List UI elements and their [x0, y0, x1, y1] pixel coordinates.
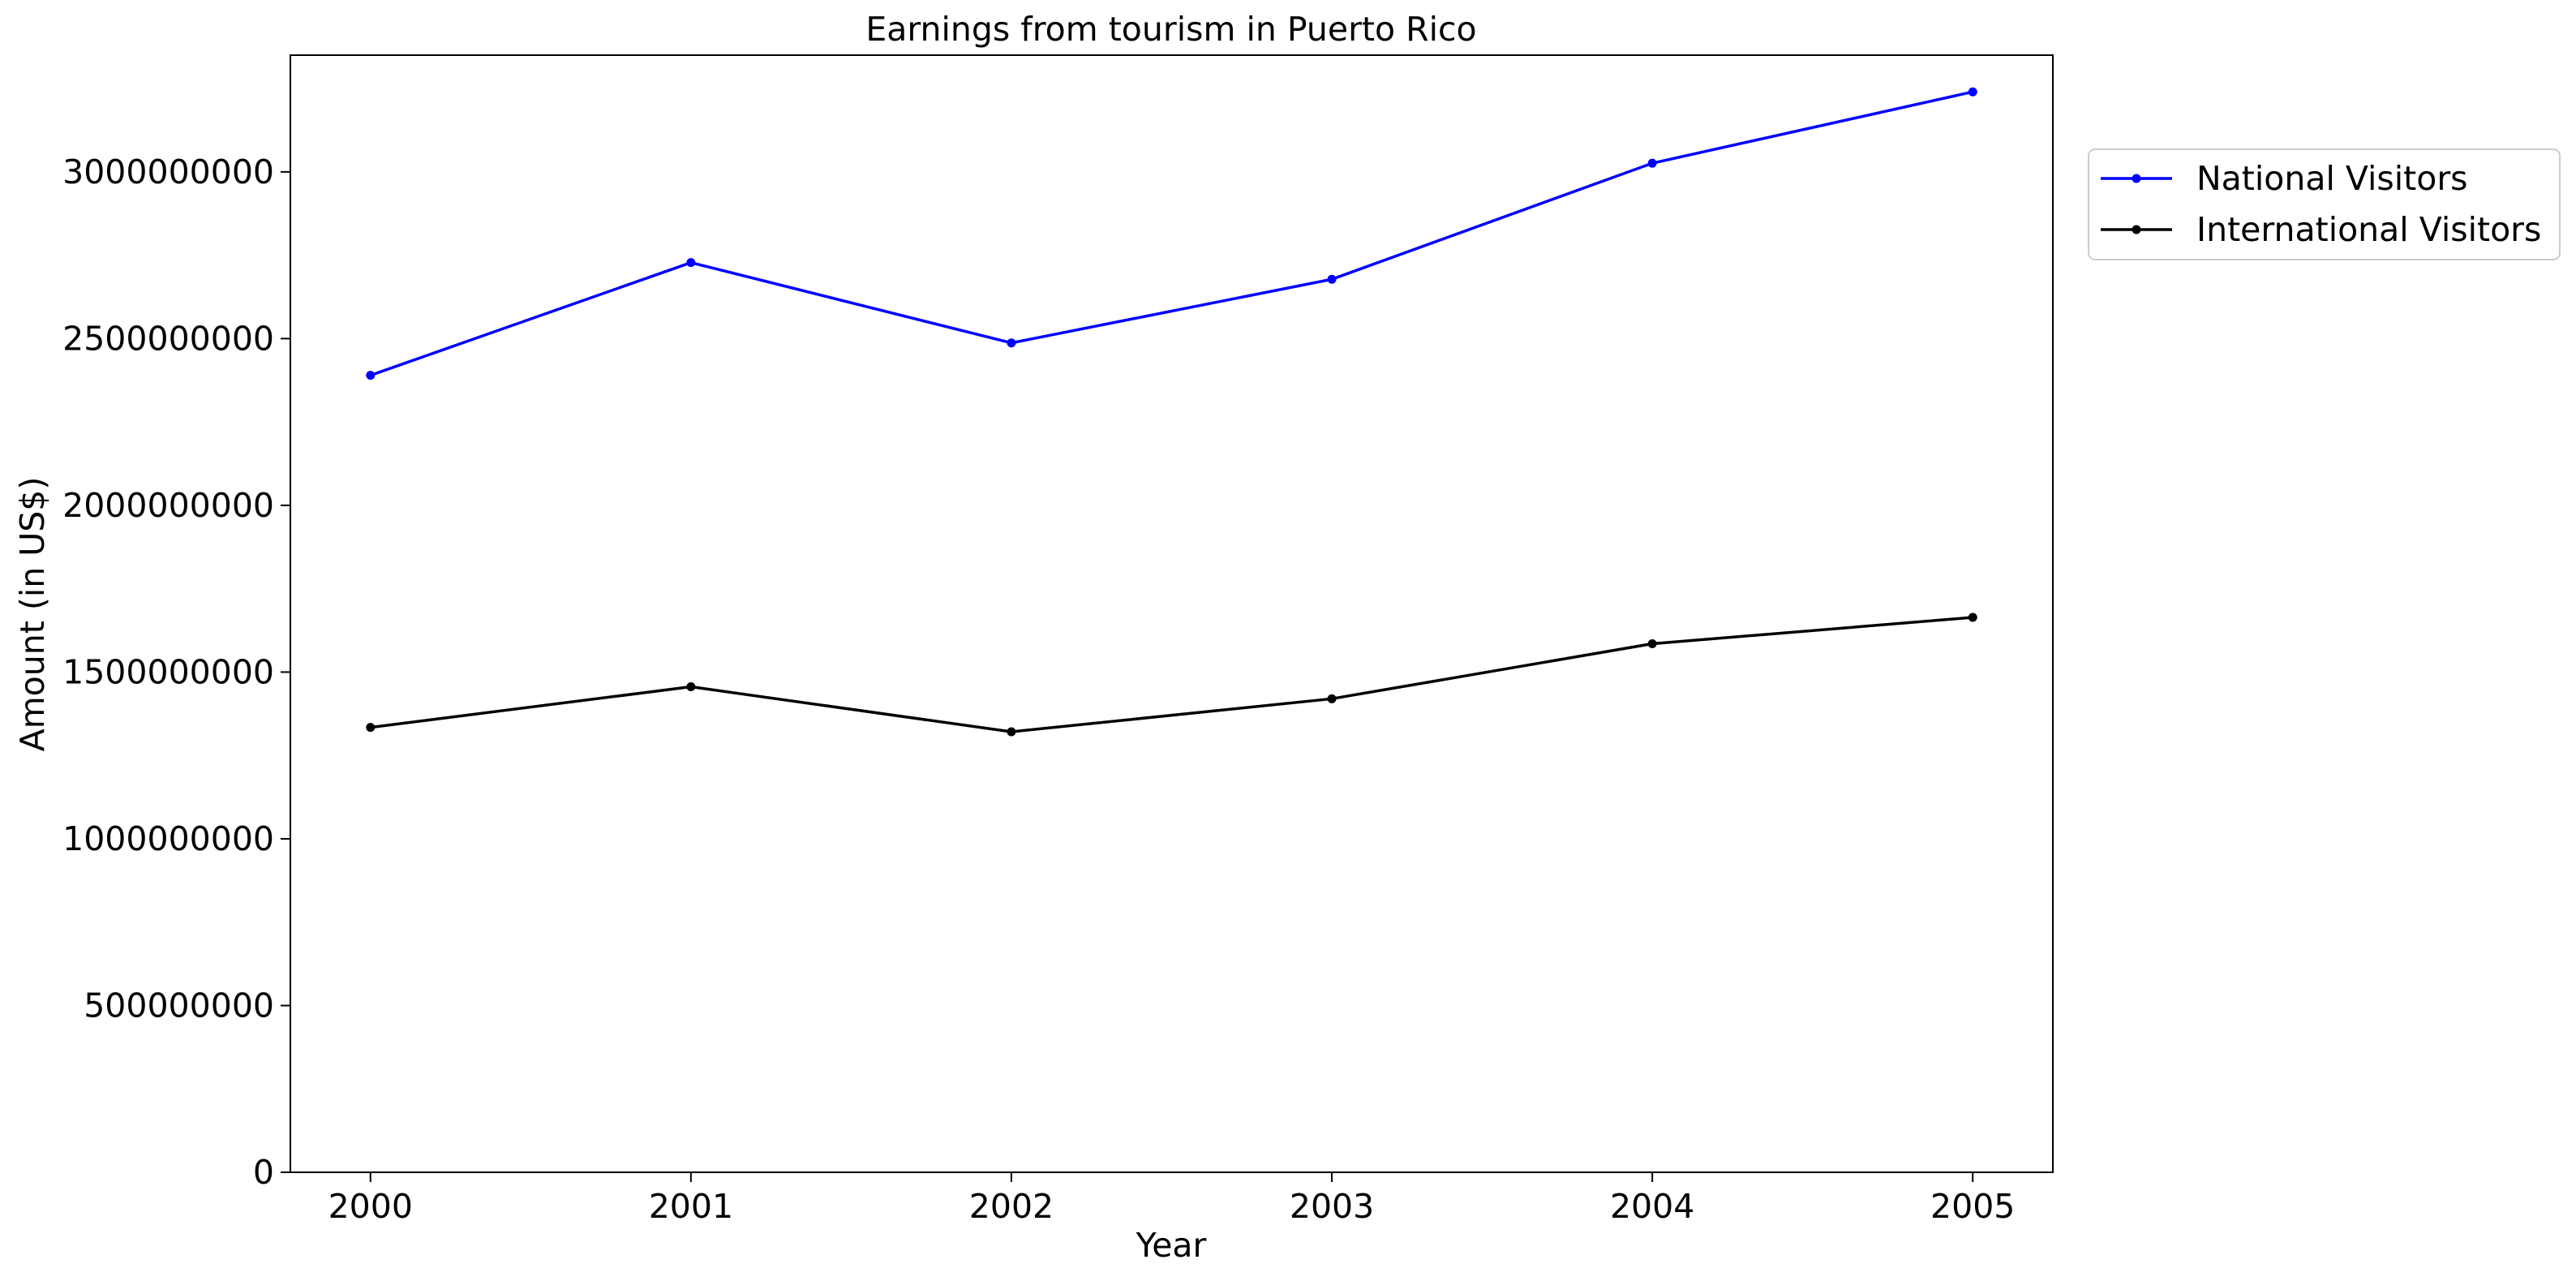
x-tick-label: 2002: [969, 1187, 1054, 1226]
data-point-international-visitors: [1647, 638, 1657, 648]
data-point-international-visitors: [686, 682, 696, 692]
data-point-international-visitors: [366, 723, 376, 733]
y-tick-label: 1500000000: [62, 652, 274, 691]
y-tick-label: 2500000000: [62, 319, 274, 358]
x-axis-label: Year: [1136, 1226, 1207, 1265]
data-point-national-visitors: [1968, 87, 1977, 97]
x-tick-label: 2001: [649, 1187, 733, 1226]
x-axis: 2000 2001 2002 2003 2004 2005: [328, 1172, 2015, 1226]
legend-box: [2088, 148, 2561, 260]
data-point-national-visitors: [366, 371, 376, 380]
y-tick-label: 1000000000: [62, 819, 274, 858]
y-tick-label: 500000000: [84, 986, 274, 1025]
y-tick-label: 2000000000: [62, 486, 274, 525]
y-tick-label: 3000000000: [62, 153, 274, 191]
x-tick-label: 2003: [1290, 1187, 1374, 1226]
legend: National Visitors International Visitors: [2088, 148, 2561, 260]
y-axis: 0 500000000 1000000000 1500000000 2000000000…: [62, 153, 290, 1192]
series-layer: [366, 87, 1977, 737]
chart-title: Earnings from tourism in Puerto Rico: [865, 10, 1476, 49]
plot-frame: [290, 54, 2054, 1173]
series-line-national-visitors: [370, 90, 1973, 377]
x-tick-label: 2005: [1930, 1187, 2015, 1226]
x-tick-label: 2000: [328, 1187, 413, 1226]
series-line-international-visitors: [370, 616, 1973, 733]
y-tick-label: 0: [253, 1153, 274, 1192]
legend-marker-international-visitors: [2132, 225, 2141, 234]
data-point-national-visitors: [1647, 158, 1657, 168]
legend-label-national-visitors: National Visitors: [2196, 159, 2468, 198]
legend-marker-national-visitors: [2132, 174, 2141, 183]
data-point-international-visitors: [1968, 613, 1977, 622]
data-point-national-visitors: [1327, 274, 1337, 284]
legend-label-international-visitors: International Visitors: [2196, 210, 2541, 249]
x-tick-label: 2004: [1610, 1187, 1694, 1226]
data-point-national-visitors: [686, 258, 696, 268]
y-axis-label: Amount (in US$): [13, 477, 52, 752]
data-point-national-visitors: [1007, 338, 1016, 348]
data-point-international-visitors: [1327, 694, 1337, 703]
data-point-international-visitors: [1007, 727, 1016, 737]
